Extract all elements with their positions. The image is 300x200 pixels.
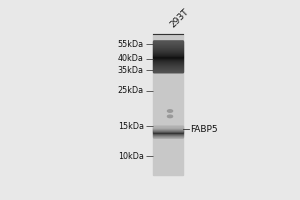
Ellipse shape bbox=[167, 115, 172, 118]
Bar bbox=[153, 34, 183, 175]
Text: 293T: 293T bbox=[169, 7, 191, 29]
Text: 25kDa: 25kDa bbox=[118, 86, 144, 95]
Ellipse shape bbox=[167, 110, 172, 112]
Text: 35kDa: 35kDa bbox=[118, 66, 144, 75]
Text: 40kDa: 40kDa bbox=[118, 54, 144, 63]
Text: 55kDa: 55kDa bbox=[118, 40, 144, 49]
Text: 15kDa: 15kDa bbox=[118, 122, 144, 131]
Text: FABP5: FABP5 bbox=[190, 125, 218, 134]
Text: 10kDa: 10kDa bbox=[118, 152, 144, 161]
